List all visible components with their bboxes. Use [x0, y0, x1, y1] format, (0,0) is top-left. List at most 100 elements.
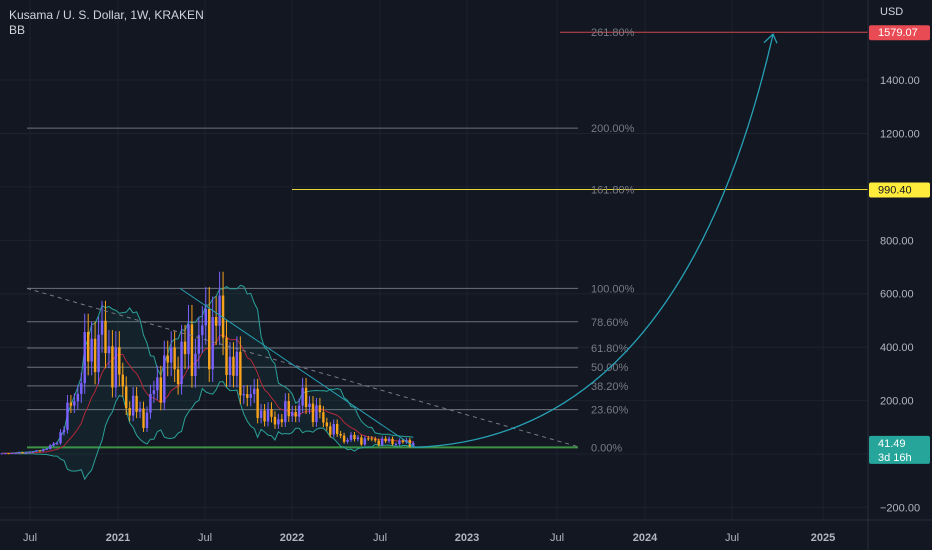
indicator-label[interactable]: BB — [9, 23, 26, 37]
candle-body — [225, 337, 228, 376]
bollinger-bands — [1, 284, 414, 481]
candle-body — [10, 452, 14, 454]
candle-body — [3, 453, 7, 455]
fib-1618-badge: 990.40 — [878, 184, 912, 196]
candle-body — [263, 410, 266, 422]
candle-body — [138, 408, 142, 412]
candle-body — [218, 295, 221, 326]
bb-band-fill — [1, 285, 414, 480]
candle-body — [291, 412, 294, 417]
candle-body — [329, 426, 332, 435]
candle-body — [211, 316, 214, 370]
price-badges: 1579.07 990.40 41.49 3d 16h — [869, 25, 930, 464]
candle-body — [339, 433, 342, 436]
candles — [0, 271, 415, 455]
time-tick-label: Jul — [373, 532, 387, 544]
candle-body — [308, 403, 311, 408]
bb-lower-band — [1, 381, 414, 481]
symbol-title[interactable]: Kusama / U. S. Dollar, 1W, KRAKEN — [9, 8, 204, 22]
bb-basis — [1, 334, 414, 454]
fib-label: 200.00% — [591, 123, 635, 135]
candle-body — [367, 438, 370, 440]
time-tick-label: 2023 — [455, 532, 479, 544]
candle-body — [349, 434, 353, 440]
candle-body — [401, 440, 405, 442]
price-tick-label: 200.00 — [880, 396, 914, 408]
legend: Kusama / U. S. Dollar, 1W, KRAKEN BB — [9, 8, 204, 38]
candle-body — [273, 416, 277, 425]
candle-body — [346, 439, 349, 442]
candle-body — [118, 347, 121, 375]
candle-body — [335, 423, 339, 434]
candle-body — [90, 338, 93, 362]
candle-body — [66, 402, 69, 430]
candle-body — [377, 440, 380, 446]
candle-body — [180, 341, 183, 385]
candle-body — [100, 320, 104, 335]
fib-label: 78.60% — [591, 317, 629, 329]
candle-body — [31, 451, 35, 453]
candle-body — [294, 412, 297, 417]
candle-body — [121, 374, 124, 387]
candle-body — [394, 444, 398, 446]
candle-body — [201, 325, 204, 336]
candle-body — [176, 369, 180, 385]
candle-body — [28, 452, 31, 454]
candle-body — [277, 419, 280, 425]
candle-body — [284, 401, 287, 423]
candle-body — [142, 408, 145, 429]
fib-label: 261.80% — [591, 27, 635, 39]
fib-label: 61.80% — [591, 343, 629, 355]
candle-body — [315, 405, 318, 423]
bb-upper-band — [1, 284, 414, 454]
candle-body — [35, 450, 38, 452]
candle-body — [380, 438, 384, 446]
candle-body — [232, 356, 235, 376]
drawings — [26, 33, 778, 448]
fib-label: 100.00% — [591, 283, 635, 295]
time-tick-label: Jul — [550, 532, 564, 544]
grid — [0, 0, 868, 520]
candle-body — [204, 308, 207, 326]
candle-body — [125, 386, 128, 409]
candle-body — [173, 347, 176, 370]
candle-body — [208, 308, 211, 370]
candle-body — [256, 388, 259, 418]
candle-body — [93, 338, 97, 373]
candle-body — [322, 412, 325, 423]
candle-body — [45, 448, 48, 450]
price-tick-label: 400.00 — [880, 342, 914, 354]
candle-body — [194, 353, 197, 376]
candle-body — [370, 438, 373, 440]
candle-body — [97, 334, 100, 373]
candle-body — [114, 347, 118, 388]
candle-body — [149, 393, 152, 413]
time-tick-label: 2022 — [280, 532, 304, 544]
candle-body — [297, 405, 301, 417]
candle-body — [163, 355, 166, 403]
candle-body — [356, 437, 360, 440]
candle-body — [21, 452, 24, 454]
candle-body — [363, 438, 367, 445]
candle-body — [166, 355, 169, 363]
candle-body — [360, 437, 363, 445]
candle-body — [398, 440, 401, 445]
candle-body — [145, 412, 149, 429]
candle-body — [7, 453, 10, 455]
candle-body — [287, 401, 290, 417]
candle-body — [228, 356, 232, 376]
candle-body — [242, 394, 246, 396]
candle-body — [235, 351, 239, 376]
candle-body — [391, 438, 394, 445]
time-tick-label: 2021 — [106, 532, 130, 544]
candle-body — [301, 387, 304, 406]
price-tick-label: −200.00 — [880, 502, 920, 514]
candle-body — [104, 320, 107, 354]
candle-body — [17, 452, 21, 454]
candle-body — [159, 377, 163, 403]
candle-body — [259, 410, 263, 418]
candle-body — [353, 434, 356, 440]
candle-body — [131, 395, 135, 416]
